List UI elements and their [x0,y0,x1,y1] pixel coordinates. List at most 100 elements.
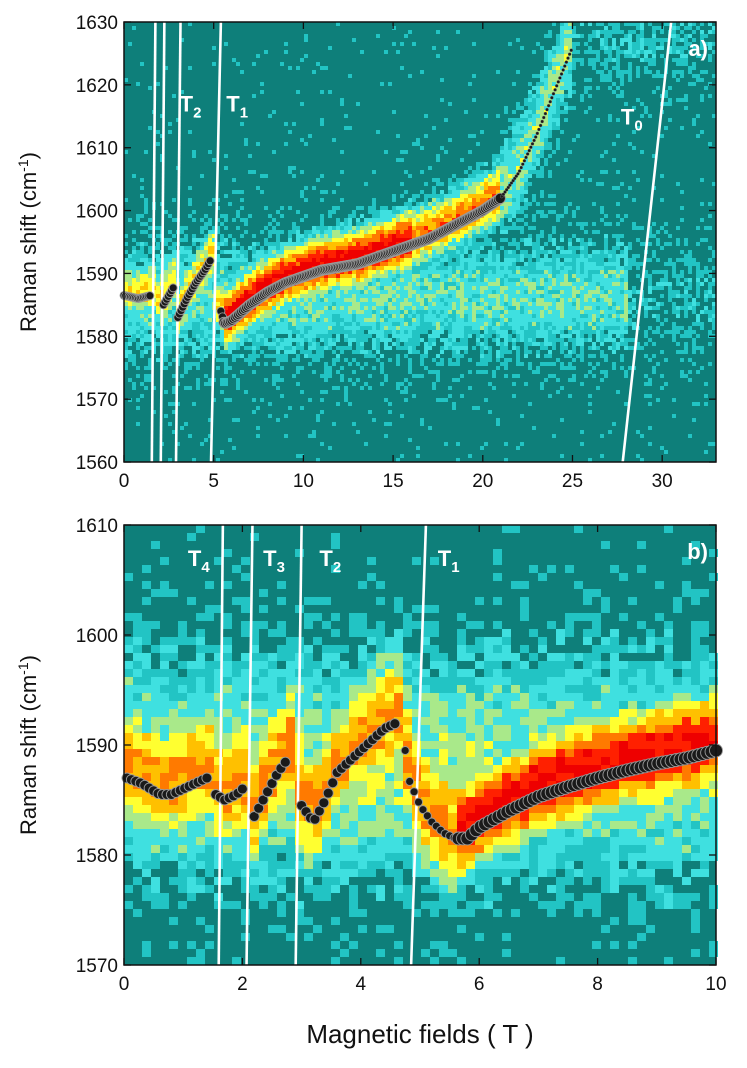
heat-cell [136,286,140,290]
heat-cell [412,234,416,238]
heat-cell [276,258,280,262]
heat-cell [436,202,440,206]
heat-cell [148,310,152,314]
heat-cell [388,274,392,278]
heat-cell [480,286,484,290]
heat-cell [460,226,464,230]
heat-cell [280,274,284,278]
heat-cell [188,202,192,206]
heat-cell [292,226,296,230]
heat-cell [268,306,272,310]
heat-cell [248,290,252,294]
heat-cell [468,262,472,266]
heat-cell [392,286,396,290]
heat-cell [324,250,328,254]
heat-cell [600,274,604,278]
heat-cell [368,234,372,238]
heat-cell [520,290,524,294]
heat-cell [208,346,212,350]
heat-cell [180,330,184,334]
heat-cell [404,210,408,214]
heat-cell [600,378,604,382]
heat-cell [352,350,356,354]
heat-cell [268,114,272,118]
heat-cell [308,286,312,290]
heat-cell [532,370,536,374]
heat-cell [204,298,208,302]
heat-cell [588,354,592,358]
heat-cell [596,22,600,26]
heat-cell [564,366,568,370]
heat-cell [280,394,284,398]
heat-cell [312,430,316,434]
heat-cell [328,226,332,230]
heat-cell [496,186,500,190]
heat-cell [276,238,280,242]
heat-cell [544,362,548,366]
heat-cell [520,322,524,326]
heat-cell [548,50,552,54]
heat-cell [488,354,492,358]
heat-cell [248,314,252,318]
heat-cell [396,206,400,210]
heat-cell [424,226,428,230]
heat-cell [396,254,400,258]
heat-cell [212,46,216,50]
heat-cell [512,110,516,114]
heat-cell [600,354,604,358]
heat-cell [332,230,336,234]
heat-cell [456,286,460,290]
heat-cell [276,234,280,238]
heat-cell [592,310,596,314]
heat-cell [496,190,500,194]
heat-cell [188,258,192,262]
heat-cell [484,290,488,294]
heat-cell [264,322,268,326]
heat-cell [360,298,364,302]
heat-cell [600,326,604,330]
heat-cell [444,442,448,446]
heat-cell [440,330,444,334]
heat-cell [556,90,560,94]
heat-cell [128,258,132,262]
heat-cell [144,274,148,278]
heat-cell [332,338,336,342]
heat-cell [524,254,528,258]
heat-cell [272,270,276,274]
heat-cell [512,382,516,386]
heat-cell [124,322,128,326]
heat-cell [172,266,176,270]
heat-cell [528,98,532,102]
heat-cell [156,286,160,290]
heat-cell [604,34,608,38]
heat-cell [540,230,544,234]
heat-cell [384,286,388,290]
heat-cell [396,306,400,310]
heat-cell [312,282,316,286]
heat-cell [400,306,404,310]
heat-cell [540,106,544,110]
heat-cell [268,274,272,278]
heat-cell [504,342,508,346]
heat-cell [368,410,372,414]
heat-cell [512,310,516,314]
heat-cell [136,282,140,286]
heat-cell [216,334,220,338]
heat-cell [436,206,440,210]
heat-cell [136,254,140,258]
heat-cell [404,310,408,314]
heat-cell [284,434,288,438]
heat-cell [224,238,228,242]
heat-cell [196,298,200,302]
heat-cell [220,258,224,262]
heat-cell [516,202,520,206]
heat-cell [412,278,416,282]
heat-cell [188,326,192,330]
heat-cell [308,298,312,302]
heat-cell [256,330,260,334]
heat-cell [556,66,560,70]
heat-cell [484,230,488,234]
heat-cell [424,218,428,222]
heat-cell [548,210,552,214]
heat-cell [204,242,208,246]
